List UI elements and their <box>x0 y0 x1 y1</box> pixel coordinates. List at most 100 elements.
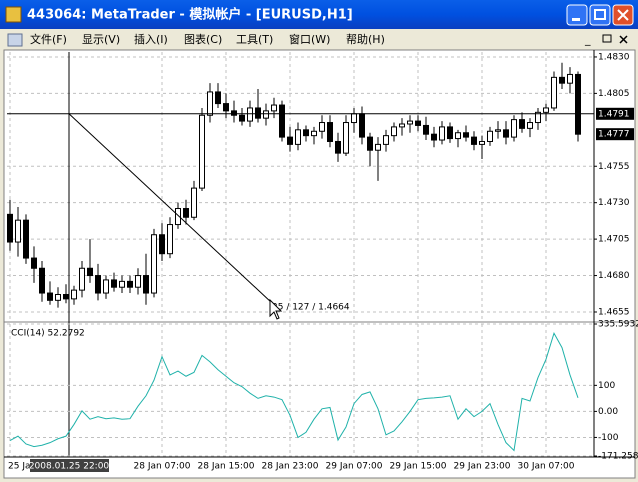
trendline <box>68 113 273 304</box>
candle-body <box>215 91 221 105</box>
candle-body <box>271 104 277 112</box>
candle-body <box>191 187 197 218</box>
doc-icon <box>7 33 23 47</box>
candle-body <box>399 123 405 128</box>
maximize-button[interactable] <box>589 4 611 26</box>
candle-body <box>111 279 117 288</box>
candle-body <box>551 76 557 109</box>
menu-item[interactable]: 帮助(H) <box>346 32 385 46</box>
candle-body <box>495 129 501 132</box>
candle-body <box>87 267 93 277</box>
y-tick-label: 100 <box>598 381 615 391</box>
candle-body <box>47 292 53 301</box>
candle-body <box>463 132 469 138</box>
candle-body <box>79 267 85 291</box>
candle-body <box>15 219 21 243</box>
candle-body <box>455 132 461 140</box>
candle-body <box>127 280 133 288</box>
menu-item[interactable]: 窗口(W) <box>289 32 330 46</box>
candle-body <box>55 293 61 301</box>
y-tick-label: 1.4730 <box>598 198 630 208</box>
candle-body <box>415 120 421 126</box>
x-tick-label: 29 Jan 23:00 <box>454 462 511 472</box>
x-tick-label: 29 Jan 07:00 <box>326 462 383 472</box>
mouse-cursor <box>269 298 283 320</box>
candle-body <box>343 122 349 154</box>
candle-body <box>183 208 189 218</box>
candle-body <box>519 119 525 129</box>
y-tick-label: 335.5932 <box>598 320 638 330</box>
y-tick-label: 1.4805 <box>598 89 630 99</box>
candle-body <box>239 114 245 122</box>
candle-body <box>175 208 181 226</box>
menu-item[interactable]: 文件(F) <box>30 32 67 46</box>
child-restore[interactable] <box>602 34 612 43</box>
candle-body <box>391 126 397 137</box>
candle-body <box>575 73 581 135</box>
candle-body <box>103 279 109 294</box>
child-minimize[interactable]: _ <box>584 33 591 46</box>
menu-item[interactable]: 工具(T) <box>236 33 273 46</box>
minimize-button[interactable] <box>566 4 588 26</box>
candle-body <box>567 73 573 84</box>
candle-body <box>151 234 157 294</box>
x-tick-label: 28 Jan 07:00 <box>134 462 191 472</box>
candle-body <box>375 143 381 151</box>
close-icon <box>617 9 629 21</box>
candle-body <box>119 280 125 288</box>
trendline-label: 25 / 127 / 1.4664 <box>272 303 350 313</box>
candle-body <box>479 140 485 145</box>
x-tick-label: 28 Jan 23:00 <box>262 462 319 472</box>
indicator-line <box>9 332 579 452</box>
y-tick-label: 1.4755 <box>598 162 630 172</box>
candle-body <box>223 103 229 112</box>
window-controls[interactable] <box>566 4 634 26</box>
window-title: 443064: MetaTrader - 模拟帐户 - [EURUSD,H1] <box>27 7 353 23</box>
menu-item[interactable]: 插入(I) <box>134 32 168 46</box>
candle-body <box>447 126 453 140</box>
child-close[interactable] <box>619 35 628 44</box>
price-label-box <box>596 128 634 141</box>
candle-body <box>159 234 165 255</box>
candle-body <box>511 119 517 138</box>
candle-body <box>23 219 29 259</box>
candle-body <box>135 275 141 288</box>
candle-body <box>7 213 13 243</box>
price-label: 1.4791 <box>598 109 630 119</box>
x-tick-label: 29 Jan 15:00 <box>390 462 447 472</box>
candle-body <box>71 289 77 300</box>
candle-body <box>439 126 445 141</box>
menu-item[interactable]: 显示(V) <box>82 33 120 46</box>
candle-body <box>255 107 261 119</box>
y-tick-label: 1.4680 <box>598 271 630 281</box>
candle-body <box>487 130 493 142</box>
candle-body <box>143 275 149 294</box>
candle-body <box>407 120 413 125</box>
candle-body <box>287 136 293 145</box>
candle-body <box>311 130 317 137</box>
candle-body <box>559 76 565 84</box>
candle-body <box>431 133 437 141</box>
candle-body <box>167 224 173 255</box>
price-label-box <box>596 107 634 120</box>
y-tick-label: 1.4655 <box>598 307 630 317</box>
candle-body <box>367 136 373 151</box>
y-tick-label: 0.00 <box>598 407 618 417</box>
menu: 文件(F) 显示(V) 插入(I) 图表(C) 工具(T) 窗口(W) 帮助(H) <box>30 32 385 46</box>
minimize-icon <box>572 18 580 21</box>
candle-body <box>63 293 69 300</box>
candle-body <box>423 124 429 135</box>
app-icon <box>5 6 22 23</box>
price-label: 1.4777 <box>598 130 630 140</box>
menu-item[interactable]: 图表(C) <box>184 32 222 46</box>
candle-body <box>95 275 101 294</box>
y-tick-label: 1.4830 <box>598 52 630 62</box>
maximize-icon <box>594 9 606 20</box>
candle-body <box>335 140 341 154</box>
crosshair-time-box <box>30 459 109 472</box>
candle-body <box>503 129 509 138</box>
candle-body <box>327 122 333 142</box>
y-tick-label: -100 <box>598 433 619 443</box>
